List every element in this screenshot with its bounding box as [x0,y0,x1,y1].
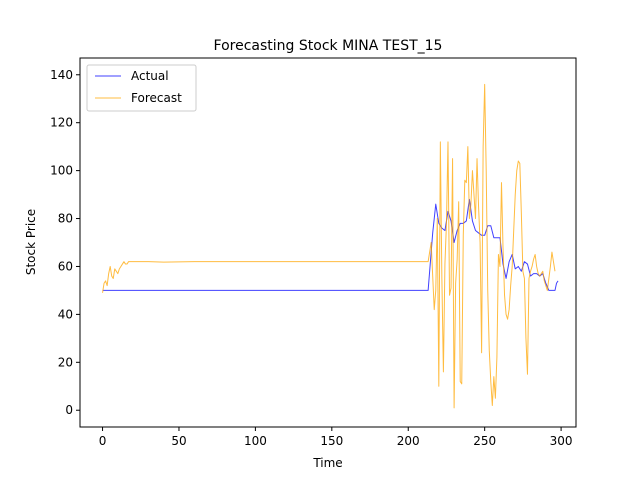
series-line-forecast [102,83,556,409]
legend-label-forecast: Forecast [131,91,182,105]
x-tick-label: 50 [171,434,186,448]
x-tick-label: 150 [320,434,343,448]
x-axis-label: Time [312,456,342,470]
plot-frame [79,57,577,428]
y-tick-label: 120 [50,116,73,130]
x-tick-label: 200 [397,434,420,448]
y-tick-label: 0 [65,403,73,417]
y-tick-label: 140 [50,68,73,82]
tick-layer: 0 50 100 150 200 250 300 0 20 40 60 80 100 120 140 [50,68,572,448]
x-tick-label: 300 [550,434,573,448]
legend-label-actual: Actual [131,69,169,83]
y-tick-label: 20 [58,355,73,369]
series-line-actual [102,198,559,291]
x-tick-label: 100 [244,434,267,448]
y-tick-label: 40 [58,307,73,321]
y-tick-label: 80 [58,212,73,226]
x-tick-label: 250 [473,434,496,448]
x-tick-label: 0 [99,434,107,448]
series-layer [102,83,559,409]
chart-title: Forecasting Stock MINA TEST_15 [214,38,443,54]
y-axis-label: Stock Price [24,209,38,275]
y-tick-label: 100 [50,164,73,178]
y-tick-label: 60 [58,259,73,273]
legend: Actual Forecast [86,64,197,112]
